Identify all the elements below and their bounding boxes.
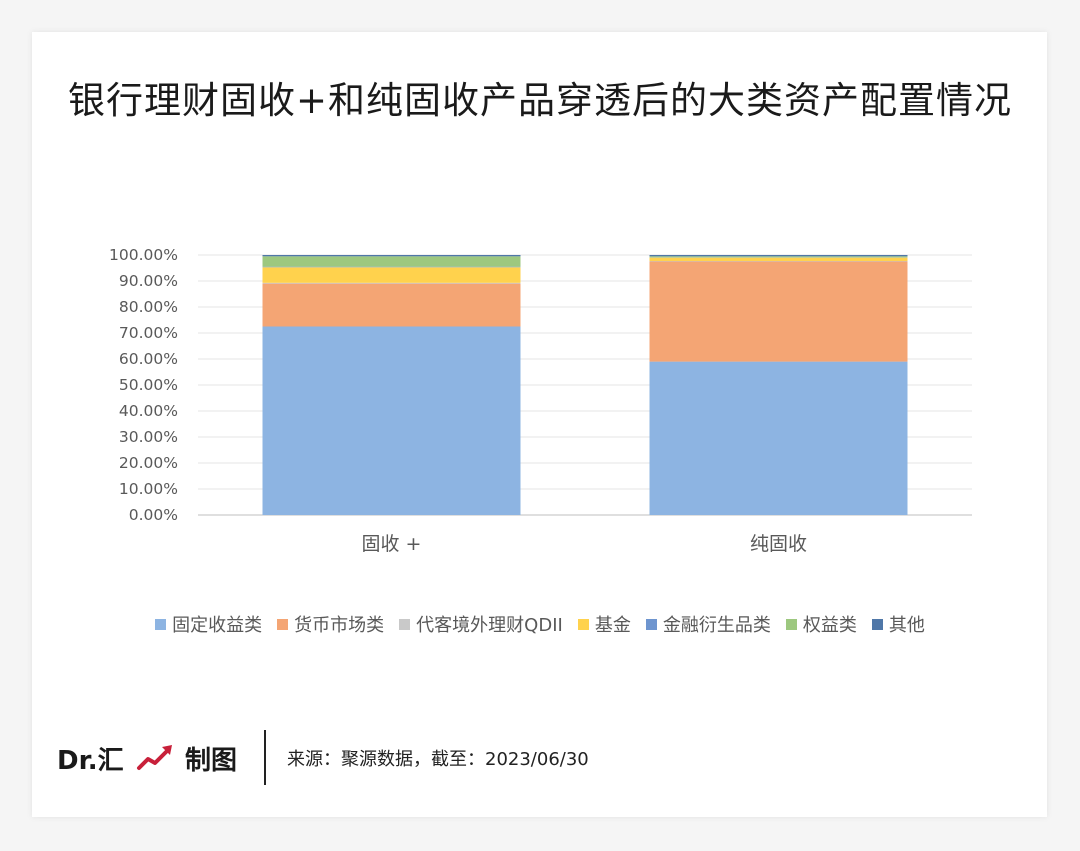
bar-segment xyxy=(262,267,521,283)
bar-segment xyxy=(649,255,908,257)
chart-title: 银行理财固收+和纯固收产品穿透后的大类资产配置情况 xyxy=(67,79,1012,122)
y-tick-label: 90.00% xyxy=(119,272,178,290)
y-tick-label: 70.00% xyxy=(119,324,178,342)
bar-segment xyxy=(649,257,908,261)
legend-item: 其他 xyxy=(871,611,925,637)
legend-label: 基金 xyxy=(594,615,631,636)
bar-segment xyxy=(262,256,521,267)
bar-segment xyxy=(649,260,908,262)
y-tick-label: 100.00% xyxy=(109,246,178,264)
x-axis-categories: 固收 + 纯固收 xyxy=(362,533,807,555)
bar-segment xyxy=(262,326,521,515)
bar-segment xyxy=(262,255,521,257)
bar-segment xyxy=(262,282,521,284)
legend-swatch xyxy=(399,618,411,630)
legend-item: 基金 xyxy=(577,611,631,637)
legend-swatch xyxy=(277,618,289,630)
made-label: 制图 xyxy=(185,746,238,776)
trend-up-icon xyxy=(137,745,172,770)
x-category-label: 纯固收 xyxy=(750,533,807,555)
legend-item: 权益类 xyxy=(785,611,857,637)
legend-item: 货币市场类 xyxy=(277,611,384,637)
legend-swatch xyxy=(871,618,883,630)
legend-swatch xyxy=(785,618,797,630)
brand-logo-text: Dr.汇 xyxy=(57,746,124,776)
bar-segment xyxy=(649,361,908,515)
y-tick-label: 50.00% xyxy=(119,376,178,394)
legend-item: 固定收益类 xyxy=(155,611,262,637)
legend-label: 金融衍生品类 xyxy=(662,615,771,636)
bar-segment xyxy=(262,266,521,268)
x-category-label: 固收 + xyxy=(362,533,422,555)
legend-label: 权益类 xyxy=(802,615,857,636)
stacked-bar-chart: 0.00% 10.00% 20.00% 30.00% 40.00% 50.00% 60.00… xyxy=(109,246,972,555)
legend-swatch xyxy=(155,618,167,630)
footer-divider xyxy=(264,730,266,785)
legend-swatch xyxy=(645,618,657,630)
bar-segment xyxy=(649,261,908,362)
legend-label: 货币市场类 xyxy=(294,615,385,636)
bar-segment xyxy=(262,283,521,327)
bar-segment xyxy=(649,256,908,258)
bars xyxy=(262,255,908,515)
legend-label: 代客境外理财QDII xyxy=(416,615,563,636)
legend-label: 其他 xyxy=(888,615,925,636)
y-tick-label: 80.00% xyxy=(119,298,178,316)
y-tick-label: 0.00% xyxy=(129,506,178,524)
legend: 固定收益类 货币市场类 代客境外理财QDII 基金 金融衍生品类 权益类 其他 xyxy=(0,611,1080,637)
legend-item: 代客境外理财QDII xyxy=(399,611,563,637)
y-tick-label: 10.00% xyxy=(119,480,178,498)
y-tick-label: 60.00% xyxy=(119,350,178,368)
y-tick-label: 40.00% xyxy=(119,402,178,420)
y-axis-ticks: 0.00% 10.00% 20.00% 30.00% 40.00% 50.00% 60.00… xyxy=(109,246,178,524)
legend-swatch xyxy=(577,618,589,630)
legend-item: 金融衍生品类 xyxy=(645,611,771,637)
y-tick-label: 20.00% xyxy=(119,454,178,472)
y-tick-label: 30.00% xyxy=(119,428,178,446)
source-note: 来源：聚源数据，截至：2023/06/30 xyxy=(287,749,589,770)
legend-label: 固定收益类 xyxy=(172,615,263,636)
